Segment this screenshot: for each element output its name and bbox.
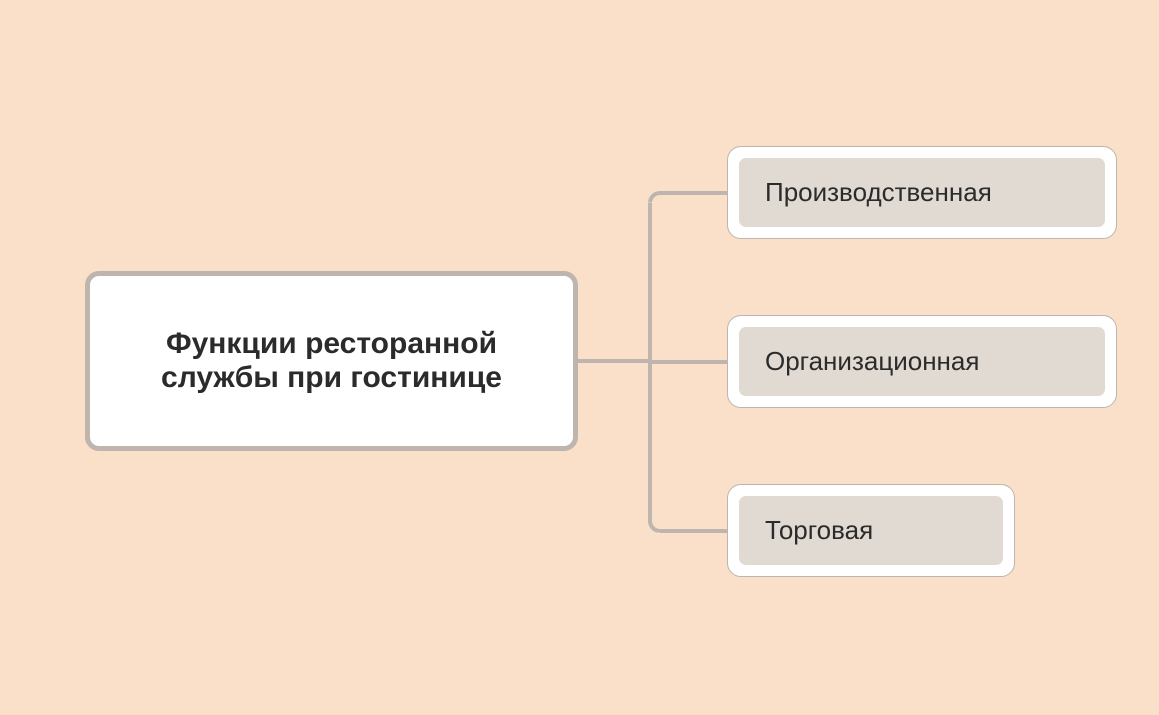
- connector-branch: [650, 360, 727, 364]
- connector-vertical-up: [648, 203, 652, 364]
- diagram-canvas: Функции ресторанной службы при гостинице…: [0, 0, 1159, 715]
- root-node: Функции ресторанной службы при гостинице: [85, 271, 578, 451]
- child-node-label: Организационная: [765, 346, 979, 377]
- connector-branch: [660, 191, 727, 195]
- connector-stub: [578, 359, 652, 363]
- root-node-label: Функции ресторанной службы при гостинице: [120, 327, 543, 395]
- child-node: Организационная: [736, 324, 1108, 399]
- child-node: Торговая: [736, 493, 1006, 568]
- child-node: Производственная: [736, 155, 1108, 230]
- child-node-label: Производственная: [765, 177, 992, 208]
- child-node-label: Торговая: [765, 515, 873, 546]
- connector-vertical-down: [648, 359, 652, 521]
- connector-branch: [660, 529, 727, 533]
